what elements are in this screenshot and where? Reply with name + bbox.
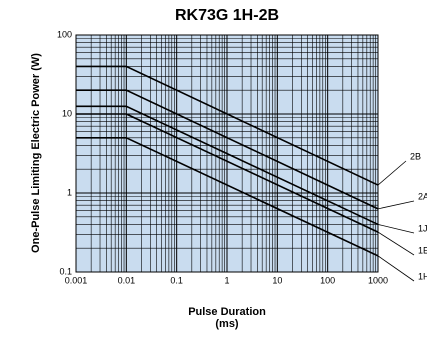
x-tick-label: 10 xyxy=(272,275,282,285)
leader-line xyxy=(377,200,415,210)
series-label: 2B xyxy=(410,151,421,161)
x-axis-label: (ms) xyxy=(215,318,239,330)
series-line xyxy=(76,113,379,233)
chart-title: RK73G 1H-2B xyxy=(175,7,279,24)
series-label: 2A xyxy=(418,191,427,201)
leader-line xyxy=(377,224,415,234)
y-tick-label: 100 xyxy=(57,29,72,39)
y-tick-label: 0.1 xyxy=(59,266,72,276)
series-line xyxy=(76,65,379,186)
y-tick-label: 1 xyxy=(67,187,72,197)
x-axis-label: Pulse Duration xyxy=(188,306,266,318)
leader-line xyxy=(377,255,415,282)
x-tick-label: 0.1 xyxy=(170,275,183,285)
series-line xyxy=(76,105,379,226)
x-tick-label: 0.001 xyxy=(65,275,88,285)
x-tick-label: 1000 xyxy=(368,275,388,285)
x-tick-label: 1 xyxy=(224,275,229,285)
x-tick-label: 0.01 xyxy=(118,275,136,285)
series-line xyxy=(76,89,379,210)
series-label: 1H xyxy=(418,271,427,281)
leader-line xyxy=(377,231,415,256)
y-axis-label: One-Pulse Limiting Electric Power (W) xyxy=(30,53,42,253)
y-tick-label: 10 xyxy=(62,108,72,118)
series-line xyxy=(76,136,379,257)
leader-line xyxy=(377,160,407,186)
x-tick-label: 100 xyxy=(320,275,335,285)
series-label: 1E xyxy=(418,245,427,255)
series-label: 1J xyxy=(418,223,427,233)
